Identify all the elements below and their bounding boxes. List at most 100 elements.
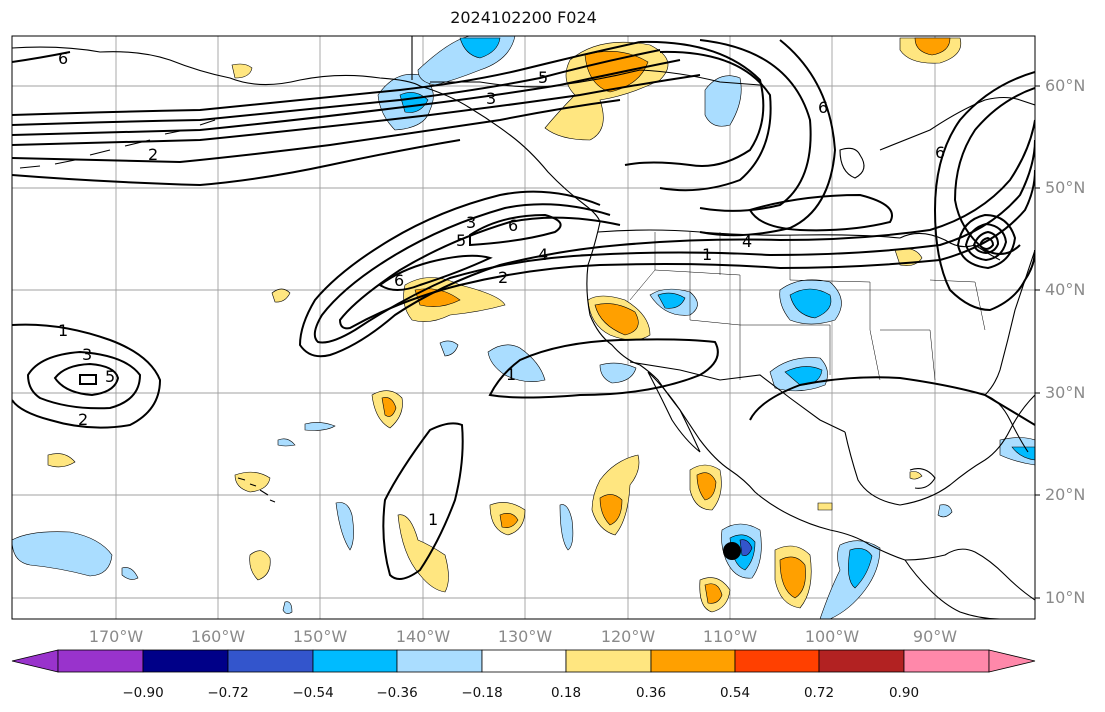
cool-patch-12n-170w: [121, 567, 139, 580]
east-low-ring-1: [956, 213, 1017, 270]
map-title: 2024102200 F024: [450, 8, 597, 27]
central-america: [904, 559, 1001, 619]
contour-labels: 6 2 3 5 6 6 3 5 6 4 2 1 4 1 3 2 1 1 6 5: [58, 49, 945, 529]
us-mexico-border: [629, 361, 846, 433]
warm-core-northeast: [914, 37, 951, 56]
colorbar-bin: [734, 649, 820, 673]
contour-north-2: [12, 49, 661, 126]
warm-core-150w-30n: [381, 397, 397, 417]
colorbar-tick-label: 0.54: [719, 685, 751, 701]
lat-label: 30°N: [1045, 383, 1086, 402]
colorbar-extend-low: [11, 649, 59, 673]
cool-core-gulf-east: [1011, 446, 1035, 461]
lon-label: 100°W: [804, 627, 860, 646]
contour-label: 6: [508, 216, 518, 235]
contour-north-6: [12, 139, 461, 187]
contours: [12, 39, 1035, 580]
warm-patch-aleutian: [231, 63, 253, 79]
contour-label: 5: [105, 367, 115, 386]
colorbar-bin: [312, 649, 398, 673]
contour-label: 5: [538, 68, 548, 87]
cool-patch-18n-130w: [559, 504, 574, 551]
contour-label: 6: [935, 143, 945, 162]
contour-1-pacific: [382, 422, 464, 580]
colorbar-bin: [650, 649, 736, 673]
cool-core-12n-95w: [848, 548, 873, 589]
canada-east: [879, 96, 1035, 151]
colorbar-bin: [142, 649, 229, 673]
contour-label: 4: [742, 232, 752, 251]
warm-core-california: [594, 303, 639, 336]
warm-patch-gulf-mexico: [909, 471, 923, 480]
colorbar-tick-label: −0.72: [207, 685, 249, 701]
lat-label: 50°N: [1045, 178, 1086, 197]
cool-patch-canada: [704, 75, 742, 127]
warm-patch-15n-138w: [397, 514, 449, 593]
contour-north-4: [12, 74, 701, 146]
alaska-coast: [12, 46, 601, 223]
colorbar-bin: [396, 649, 483, 673]
east-trough-2: [953, 87, 1035, 255]
contour-north-1: [12, 41, 641, 116]
colorbar-tick-label: −0.90: [122, 685, 164, 701]
gulf-of-mexico: [844, 394, 1035, 506]
warm-core-12n-100w: [779, 556, 806, 599]
colorbar-bin: [227, 649, 314, 673]
contour-north-5: [12, 99, 621, 164]
colorbar-tick-label: 0.18: [550, 685, 582, 701]
lat-label: 60°N: [1045, 76, 1086, 95]
lon-label: 150°W: [292, 627, 348, 646]
lon-label: 170°W: [88, 627, 144, 646]
contour-label: 6: [394, 271, 404, 290]
contour-label: 2: [498, 268, 508, 287]
lat-label: 10°N: [1045, 588, 1086, 607]
cool-core-colorado: [789, 288, 832, 319]
contour-label: 3: [82, 345, 92, 364]
cool-patch-27n-150w: [304, 422, 336, 431]
warm-core-16n-130w: [499, 513, 519, 528]
ridge-east-3: [699, 39, 812, 212]
baja-california: [647, 371, 701, 453]
contour-label: 4: [538, 245, 548, 264]
contour-north-3: [12, 59, 681, 136]
cool-patch-baja: [599, 362, 637, 384]
great-lakes: [899, 232, 1001, 261]
aleutians: [19, 119, 216, 169]
west-low-4: [79, 374, 97, 385]
anomaly-shading: [12, 36, 1035, 619]
cool-patch-17n-145w: [335, 502, 354, 551]
east-low-ring-4: [978, 236, 995, 251]
lat-label: 20°N: [1045, 485, 1086, 504]
warm-patch-38n-155w: [271, 288, 291, 303]
colorbar-bin: [903, 649, 990, 673]
colorbar-tick-label: 0.90: [888, 685, 920, 701]
west-low-3: [53, 362, 120, 397]
warm-core-south-mexico: [599, 494, 623, 526]
contour-label: 6: [58, 49, 68, 68]
colorbar-tick-label: −0.18: [461, 685, 503, 701]
west-low-1: [12, 323, 162, 429]
contour-north-top: [12, 51, 71, 63]
east-low-ring-2: [964, 222, 1008, 262]
jet-inner-1: [469, 213, 562, 247]
west-low-2: [26, 350, 142, 410]
contour-1-gulf: [749, 376, 1035, 426]
cool-patch-17n-88w: [937, 504, 953, 518]
ridge-east-1: [624, 40, 765, 167]
contour-label: 1: [428, 510, 438, 529]
ridge-east-4: [699, 39, 837, 237]
lon-label: 120°W: [600, 627, 656, 646]
colorbar-bin: [57, 649, 144, 673]
jet-3: [338, 169, 1035, 330]
contour-label: 3: [486, 89, 496, 108]
us-pacific-coast: [586, 221, 1035, 601]
warm-core-20n-110w: [696, 472, 717, 501]
colorbar-tick-label: 0.72: [803, 685, 835, 701]
warm-core-pacific-140w: [414, 288, 461, 307]
warm-patch-18n-100w: [817, 502, 833, 511]
warm-core-10n-110w: [704, 583, 723, 604]
lon-label: 140°W: [395, 627, 451, 646]
gridlines: [12, 36, 1035, 619]
canada-interior: [430, 69, 761, 88]
